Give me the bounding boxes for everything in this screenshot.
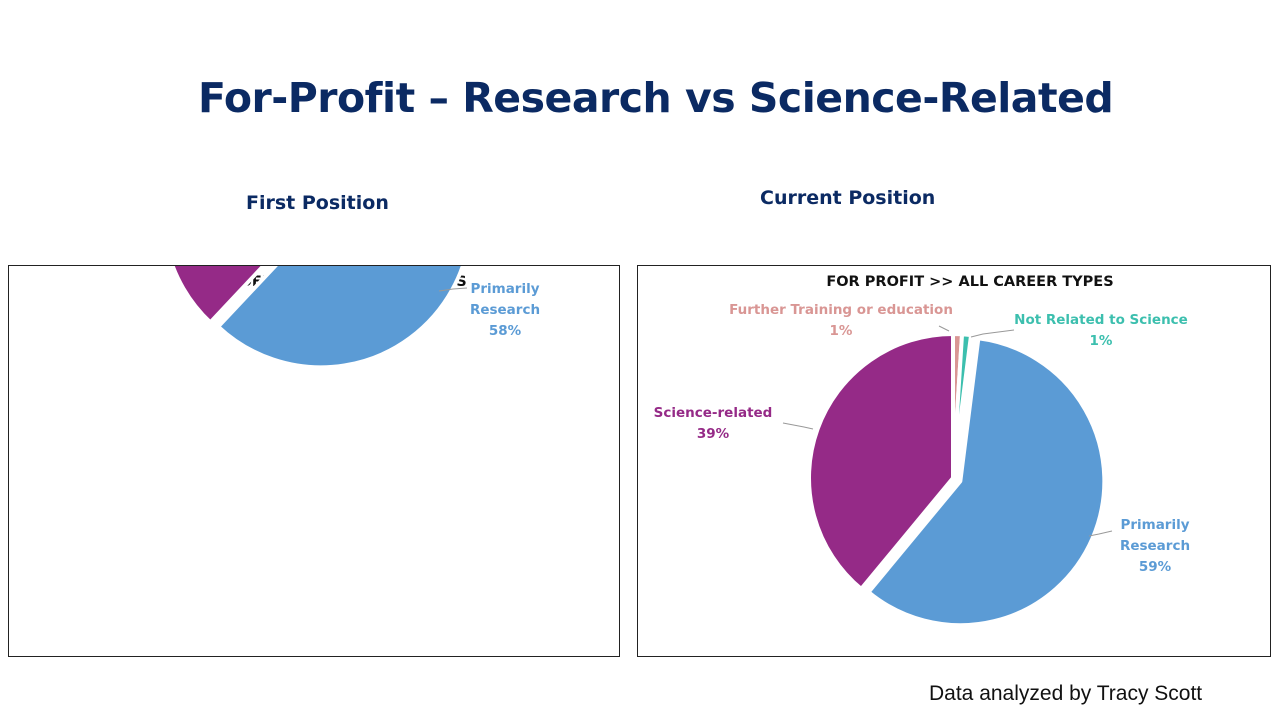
chart-title: FOR PROFIT >> ALL CAREER TYPES — [826, 274, 1113, 290]
data-label-primarily-research: Primarily Research 59% — [1120, 517, 1190, 575]
pie-slice-not-related-to-science — [951, 332, 974, 480]
pie-slice-science-related — [807, 332, 955, 591]
section-label-first-position: First Position — [246, 192, 389, 214]
footer-credit: Data analyzed by Tracy Scott — [929, 682, 1203, 705]
slide-title: For-Profit – Research vs Science-Related — [198, 74, 1114, 122]
leader-line-primarily-research — [1088, 530, 1113, 537]
pie-chart-current-position: FOR PROFIT >> ALL CAREER TYPES Science-re… — [654, 274, 1190, 628]
data-label-not-related-to-science: Not Related to Science 1% — [1014, 312, 1188, 349]
pie-chart-first-position: FOR PROFIT >> ALL CAREER TYPESScience-re… — [170, 266, 540, 370]
leader-line-science-related — [782, 422, 814, 430]
data-label-further-training-or-education: Further Training or education 1% — [729, 302, 953, 339]
data-label-science-related: Science-related 39% — [654, 405, 773, 442]
chart-current-position: FOR PROFIT >> ALL CAREER TYPES Science-re… — [637, 265, 1271, 657]
section-label-current-position: Current Position — [760, 187, 936, 209]
pie-slice-science-related — [170, 266, 266, 325]
leader-line-not-related-to-science — [970, 329, 1015, 338]
pie-slice-primarily-research — [866, 336, 1107, 628]
data-label-primarily-research: Primarily Research 58% — [470, 281, 540, 339]
leader-line-primarily-research — [438, 287, 468, 292]
leader-line-further-training-or-education — [938, 325, 950, 332]
chart-first-position: FOR PROFIT >> ALL CAREER TYPESScience-re… — [8, 265, 620, 657]
